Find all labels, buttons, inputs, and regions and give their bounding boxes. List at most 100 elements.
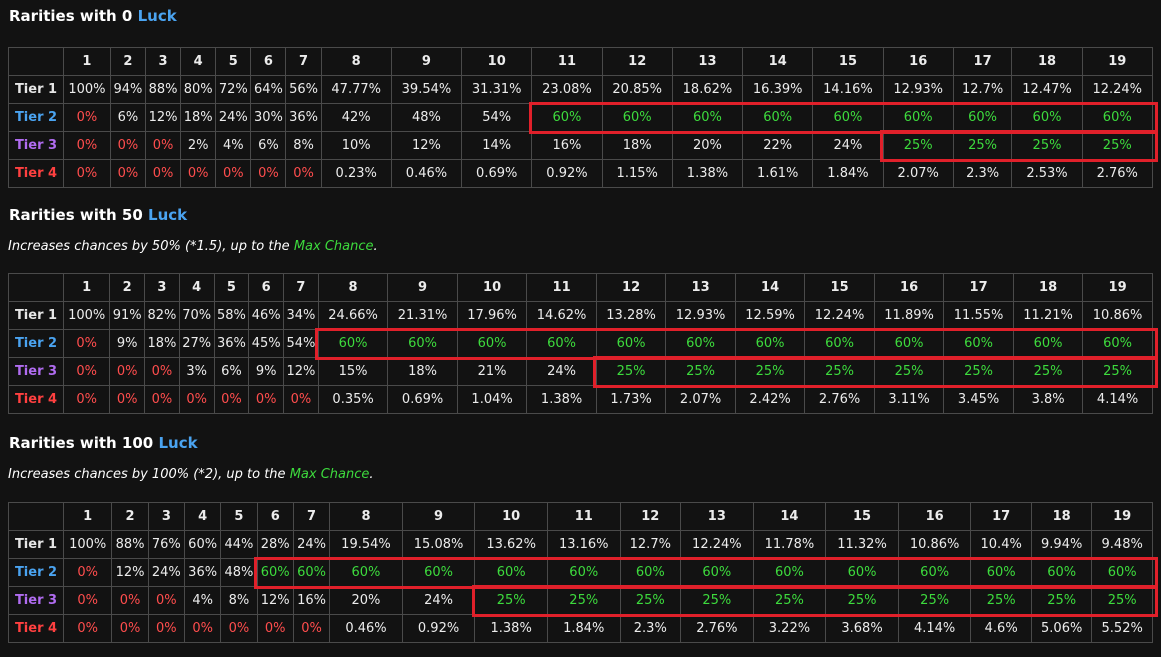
table-cell: 25% xyxy=(619,586,682,615)
tier-label: Tier 3 xyxy=(8,586,64,615)
luck-link[interactable]: Luck xyxy=(137,7,177,25)
table-cell: 16.39% xyxy=(742,75,814,104)
table-cell: 60% xyxy=(1091,558,1153,587)
table-cell: 9% xyxy=(248,357,285,386)
table-cell: 3.45% xyxy=(943,385,1014,414)
level-header: 16 xyxy=(882,47,954,76)
table-cell: 100% xyxy=(62,301,111,330)
table-cell: 21.31% xyxy=(387,301,458,330)
table-cell: 9.48% xyxy=(1091,530,1153,559)
table-cell: 60% xyxy=(952,103,1013,132)
tier-label: Tier 4 xyxy=(8,159,64,188)
level-header: 19 xyxy=(1082,273,1153,302)
table-cell: 6% xyxy=(250,131,287,160)
table-cell: 4.14% xyxy=(897,614,972,643)
table-cell: 0% xyxy=(109,357,146,386)
table-cell: 60% xyxy=(665,329,736,358)
table-row: Tier 2 0% 6% 12% 18% 24% 30% 36% 42% 48% 54% 60% 60%… xyxy=(8,103,1153,132)
table-cell: 60% xyxy=(1081,103,1153,132)
header-row: 1 2 3 4 5 6 7 8 9 10 11 12 13 14 15 16 17 18 19 xyxy=(8,47,1153,76)
table-cell: 10.4% xyxy=(970,530,1032,559)
max-chance-link[interactable]: Max Chance xyxy=(289,467,370,482)
table-cell: 2.07% xyxy=(882,159,954,188)
table-cell: 0% xyxy=(292,614,331,643)
table-cell: 24% xyxy=(215,103,252,132)
level-header: 15 xyxy=(825,502,899,531)
table-cell: 24% xyxy=(526,357,597,386)
table-cell: 6% xyxy=(213,357,250,386)
table-cell: 3.11% xyxy=(873,385,945,414)
level-header: 5 xyxy=(215,47,252,76)
table-cell: 11.55% xyxy=(943,301,1014,330)
table-cell: 0% xyxy=(144,159,182,188)
table-cell: 11.89% xyxy=(873,301,945,330)
level-header: 19 xyxy=(1081,47,1153,76)
section-note-1: Increases chances by 50% (*1.5), up to t… xyxy=(8,239,378,254)
table-cell: 14.16% xyxy=(812,75,884,104)
table-row: Tier 2 0% 12% 24% 36% 48% 60% 60% 60% 60% 60% 60% 60… xyxy=(8,558,1153,587)
table-cell: 60% xyxy=(546,558,621,587)
table-cell: 15% xyxy=(317,357,389,386)
heading-text: Rarities with 50 xyxy=(9,206,149,224)
table-cell: 88% xyxy=(111,530,149,559)
note-text: Increases chances by 50% (*1.5), up to t… xyxy=(8,239,294,254)
table-cell: 25% xyxy=(474,586,548,615)
table-cell: 0.92% xyxy=(531,159,603,188)
table-cell: 13.28% xyxy=(595,301,667,330)
table-cell: 11.78% xyxy=(752,530,827,559)
table-cell: 28% xyxy=(256,530,294,559)
table-cell: 0% xyxy=(256,614,294,643)
table-cell: 0.46% xyxy=(329,614,403,643)
rarity-table-2: 1 2 3 4 5 6 7 8 9 10 11 12 13 14 15 16 17 18 19 Tier 1 100% 8… xyxy=(8,502,1153,643)
level-header: 11 xyxy=(546,502,621,531)
level-header: 1 xyxy=(62,273,111,302)
table-row: Tier 4 0% 0% 0% 0% 0% 0% 0% 0.46% 0.92% 1.38% 1.84%… xyxy=(8,614,1153,643)
table-cell: 25% xyxy=(595,357,667,386)
table-cell: 18% xyxy=(601,131,673,160)
table-cell: 25% xyxy=(1030,586,1093,615)
table-cell: 14% xyxy=(461,131,533,160)
corner-cell xyxy=(8,47,64,76)
level-header: 10 xyxy=(456,273,528,302)
table-cell: 0% xyxy=(109,385,146,414)
table-cell: 5.06% xyxy=(1030,614,1093,643)
table-cell: 39.54% xyxy=(390,75,463,104)
level-header: 9 xyxy=(390,47,463,76)
level-header: 12 xyxy=(619,502,682,531)
table-cell: 12% xyxy=(144,103,182,132)
level-header: 13 xyxy=(665,273,736,302)
level-header: 15 xyxy=(804,273,875,302)
table-cell: 60% xyxy=(474,558,548,587)
table-cell: 30% xyxy=(250,103,287,132)
luck-link[interactable]: Luck xyxy=(148,206,188,224)
table-cell: 13.62% xyxy=(474,530,548,559)
table-row: Tier 2 0% 9% 18% 27% 36% 45% 54% 60% 60% 60% 60% 60%… xyxy=(8,329,1153,358)
table-cell: 12.7% xyxy=(619,530,682,559)
table-cell: 0.92% xyxy=(401,614,476,643)
table-cell: 0% xyxy=(62,329,111,358)
level-header: 17 xyxy=(952,47,1013,76)
luck-link[interactable]: Luck xyxy=(158,434,198,452)
level-header: 1 xyxy=(63,47,111,76)
table-cell: 91% xyxy=(109,301,146,330)
table-cell: 60% xyxy=(531,103,603,132)
table-cell: 1.04% xyxy=(456,385,528,414)
table-cell: 2.42% xyxy=(734,385,806,414)
table-cell: 60% xyxy=(752,558,827,587)
tier-label: Tier 3 xyxy=(8,357,64,386)
table-cell: 21% xyxy=(456,357,528,386)
max-chance-link[interactable]: Max Chance xyxy=(293,239,374,254)
table-cell: 12% xyxy=(111,558,149,587)
table-cell: 1.73% xyxy=(595,385,667,414)
table-cell: 0% xyxy=(144,357,180,386)
table-cell: 60% xyxy=(671,103,744,132)
table-cell: 25% xyxy=(546,586,621,615)
table-row: Tier 4 0% 0% 0% 0% 0% 0% 0% 0.35% 0.69% 1.04% 1.38%… xyxy=(8,385,1153,414)
table-cell: 36% xyxy=(183,558,222,587)
level-header: 16 xyxy=(897,502,972,531)
table-cell: 60% xyxy=(734,329,806,358)
table-cell: 54% xyxy=(461,103,533,132)
table-cell: 12.59% xyxy=(734,301,806,330)
table-cell: 60% xyxy=(401,558,476,587)
table-cell: 25% xyxy=(970,586,1032,615)
